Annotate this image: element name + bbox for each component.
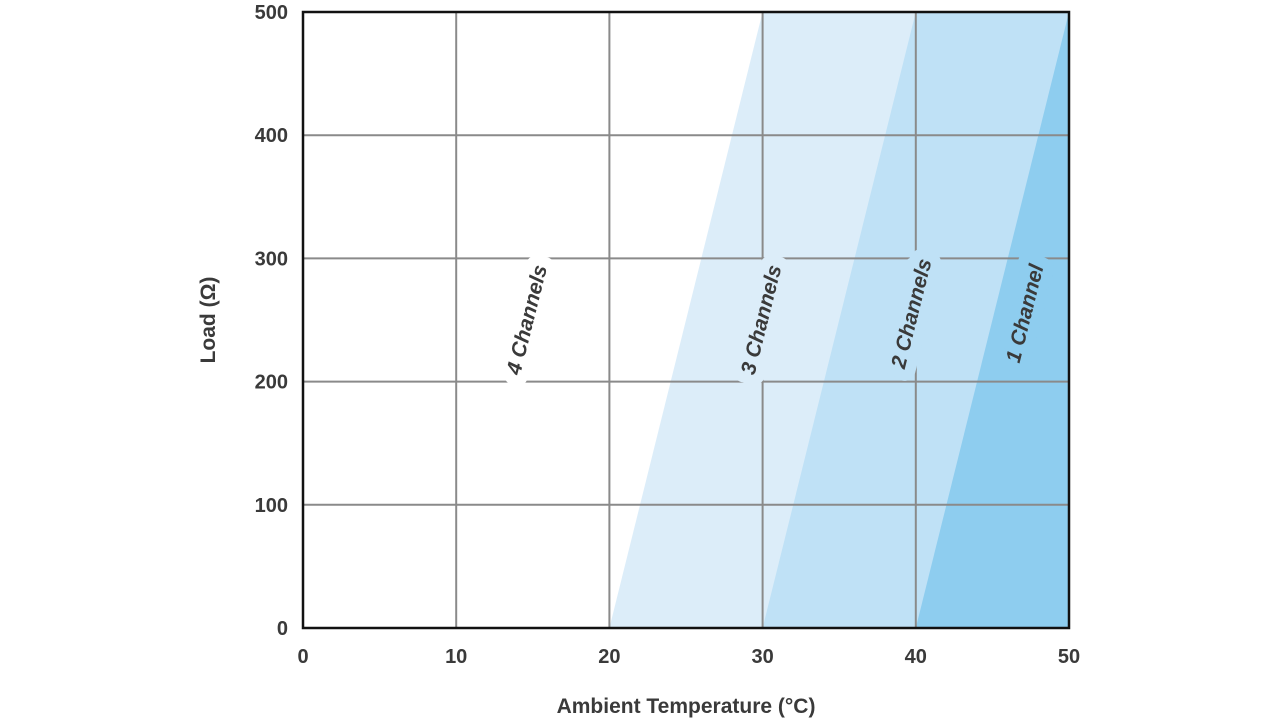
gridlines: [303, 12, 1069, 628]
x-tick-label: 20: [598, 646, 620, 668]
y-tick-label: 0: [277, 618, 288, 640]
x-tick-label: 30: [751, 646, 773, 668]
plot-frame: [301, 10, 1071, 630]
y-tick-label: 100: [255, 495, 288, 517]
regions: [609, 12, 1069, 628]
x-tick-label: 10: [445, 646, 467, 668]
x-tick-label: 0: [297, 646, 308, 668]
x-axis-label: Ambient Temperature (°C): [557, 695, 816, 718]
y-axis-label: Load (Ω): [197, 277, 220, 364]
y-tick-labels: 0 100 200 300 400 500: [255, 2, 288, 640]
y-tick-label: 400: [255, 125, 288, 147]
y-tick-label: 200: [255, 372, 288, 394]
region-label: 4 Channels: [502, 263, 552, 378]
y-tick-label: 300: [255, 248, 288, 270]
x-tick-labels: 0 10 20 30 40 50: [297, 646, 1080, 668]
x-tick-label: 40: [905, 646, 927, 668]
region-1-channel: [915, 12, 1069, 628]
x-tick-label: 50: [1058, 646, 1080, 668]
y-tick-label: 500: [255, 2, 288, 24]
